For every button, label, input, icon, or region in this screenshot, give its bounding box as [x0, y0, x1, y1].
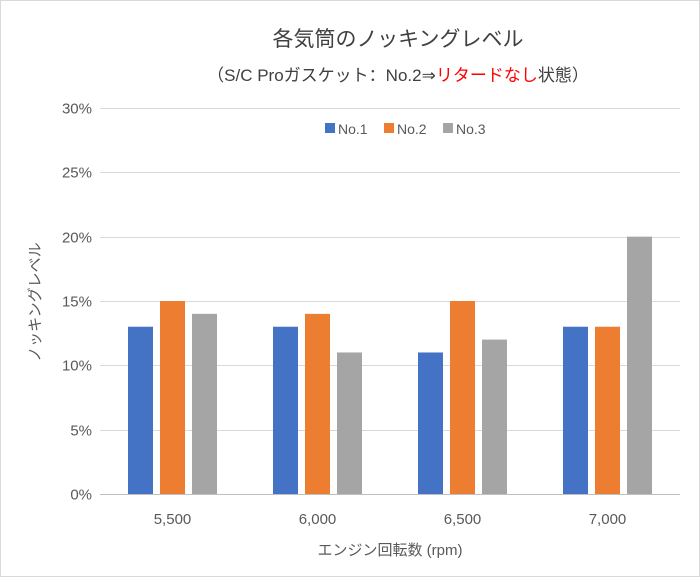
- y-tick-label: 30%: [62, 101, 92, 118]
- bar-series-3-category-4: [627, 236, 652, 494]
- y-tick-label: 25%: [62, 165, 92, 182]
- x-tick-label: 7,000: [589, 511, 627, 528]
- y-axis-ticks: 0% 5% 10% 15% 20% 25% 30%: [62, 101, 92, 504]
- chart-subtitle: （S/C Proガスケット：No.2⇒リタードなし状態）: [207, 66, 589, 85]
- bar-series-1-category-4: [563, 326, 588, 494]
- legend-label: No.2: [397, 121, 427, 137]
- legend-label: No.1: [338, 121, 368, 137]
- bar-series-1-category-3: [418, 352, 443, 494]
- bar-series-1-category-1: [128, 326, 153, 494]
- x-axis-title: エンジン回転数 (rpm): [318, 542, 463, 559]
- y-axis-title: ノッキングレベル: [27, 242, 44, 361]
- bar-series-2-category-3: [450, 301, 475, 494]
- x-tick-label: 5,500: [154, 511, 192, 528]
- bar-series-3-category-1: [192, 313, 217, 494]
- bar-series-2-category-1: [160, 301, 185, 494]
- bar-series-3-category-2: [337, 352, 362, 494]
- y-tick-label: 5%: [70, 423, 92, 440]
- bar-series-2-category-4: [595, 326, 620, 494]
- y-tick-label: 20%: [62, 230, 92, 247]
- bar-series-1-category-2: [273, 326, 298, 494]
- legend-swatch: [384, 123, 394, 133]
- legend-swatch: [325, 123, 335, 133]
- chart-title: 各気筒のノッキングレベル: [273, 28, 524, 51]
- legend-swatch: [443, 123, 453, 133]
- x-axis: 5,500 6,000 6,500 7,000: [100, 494, 680, 528]
- subtitle-prefix: （S/C Proガスケット：No.2⇒: [207, 66, 436, 85]
- bar-series-2-category-2: [305, 313, 330, 494]
- legend: No.1 No.2 No.3: [325, 121, 486, 137]
- y-tick-label: 15%: [62, 294, 92, 311]
- bars: [128, 236, 652, 494]
- y-tick-label: 0%: [70, 487, 92, 504]
- bar-series-3-category-3: [482, 339, 507, 494]
- legend-label: No.3: [456, 121, 486, 137]
- y-tick-label: 10%: [62, 358, 92, 375]
- x-tick-label: 6,000: [299, 511, 337, 528]
- subtitle-highlight: リタードなし: [436, 66, 538, 85]
- subtitle-suffix: 状態）: [538, 66, 589, 85]
- x-tick-label: 6,500: [444, 511, 482, 528]
